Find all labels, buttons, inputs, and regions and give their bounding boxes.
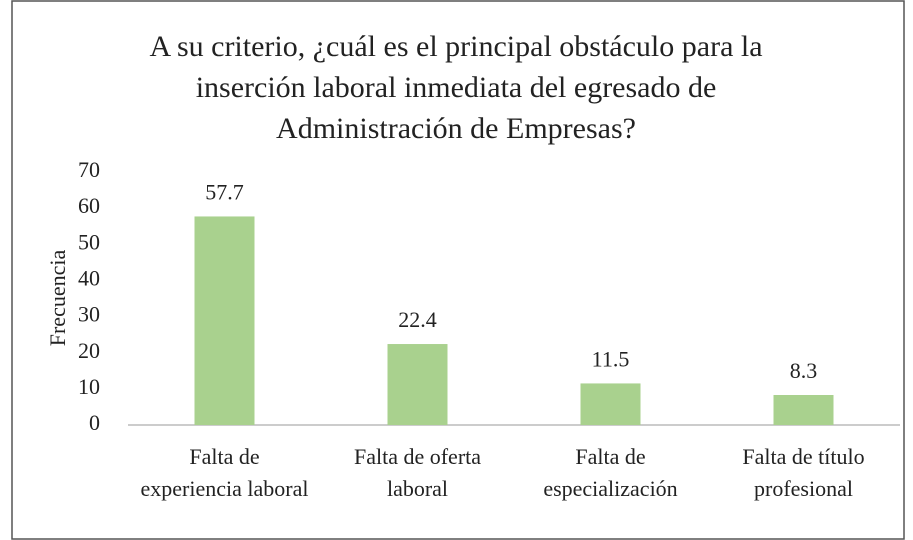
- y-tick-label: 30: [78, 302, 100, 327]
- x-tick-label: Falta de especialización: [543, 444, 678, 501]
- chart-border: [11, 0, 905, 540]
- y-tick-label: 50: [78, 229, 100, 254]
- x-tick-label: Falta de oferta laboral: [353, 444, 482, 501]
- y-tick-label: 20: [78, 338, 100, 363]
- chart-title: A su criterio, ¿cuál es el principal obs…: [149, 30, 763, 145]
- bar: [580, 383, 641, 425]
- y-tick-label: 70: [78, 157, 100, 182]
- bar: [194, 216, 255, 425]
- x-tick-label: Falta de experiencia laboral: [140, 444, 309, 501]
- data-label: 22.4: [398, 307, 437, 332]
- y-tick-label: 10: [78, 374, 100, 399]
- data-label: 57.7: [205, 180, 244, 205]
- bar: [387, 344, 448, 425]
- y-axis-label: Frecuencia: [45, 250, 70, 347]
- y-tick-label: 40: [78, 265, 100, 290]
- bar: [773, 395, 834, 425]
- data-label: 8.3: [790, 358, 818, 383]
- data-label: 11.5: [592, 346, 630, 371]
- y-tick-label: 0: [89, 410, 100, 435]
- y-tick-label: 60: [78, 193, 100, 218]
- x-tick-label: Falta de título profesional: [742, 444, 865, 501]
